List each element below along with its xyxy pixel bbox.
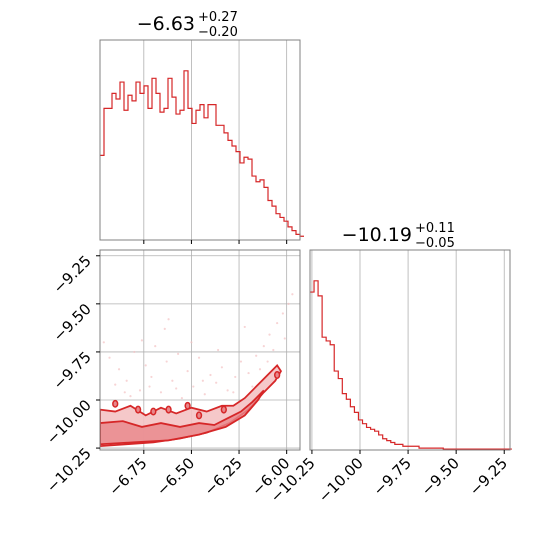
scatter-point (203, 393, 206, 396)
scatter-point (125, 379, 128, 382)
joint-islands (112, 371, 281, 420)
scatter-point (215, 381, 218, 384)
x-tick-label: −9.25 (466, 454, 511, 499)
y-tick-label: −9.75 (50, 348, 95, 393)
x-tick-label: −9.50 (418, 454, 463, 499)
scatter-point (220, 366, 224, 369)
scatter-point (123, 391, 126, 394)
joint-frame (99, 249, 301, 451)
scatter-point (255, 354, 258, 357)
scatter-point (291, 293, 294, 296)
scatter-point (150, 375, 153, 379)
joint-contours (100, 363, 283, 448)
hist-right-panel: −10.25−10.00 −9.75 −9.50 −9.25 −10.19 +0.11… (267, 221, 512, 506)
scatter-point (114, 383, 117, 386)
contour-island (165, 405, 172, 414)
y-tick-label: −10.25 (43, 444, 95, 496)
scatter-point (283, 337, 286, 340)
scatter-point (268, 333, 271, 336)
joint-scatter (102, 293, 294, 400)
hist-top-grid (143, 40, 288, 240)
scatter-point (180, 396, 184, 400)
scatter-point (251, 385, 254, 388)
scatter-point (216, 348, 220, 352)
scatter-point (190, 341, 193, 344)
contour-island (220, 405, 227, 414)
x-tick-label: −6.50 (153, 454, 198, 499)
hist-right-frame (309, 249, 511, 451)
scatter-point (243, 325, 246, 329)
joint-yticks: −9.25−9.50−9.75−10.00−10.25 (43, 252, 100, 496)
x-tick-label: −6.25 (201, 454, 246, 499)
hist-right-title-lower: −0.05 (415, 236, 455, 251)
hist-right-series (310, 280, 512, 450)
hist-right-title: −10.19 (342, 224, 412, 246)
hist-top-xticks (143, 240, 288, 244)
scatter-point (159, 391, 163, 394)
hist-top-title-upper: +0.27 (198, 10, 238, 25)
scatter-point (197, 356, 201, 359)
scatter-point (226, 389, 229, 392)
scatter-point (148, 385, 151, 388)
x-tick-label: −9.75 (370, 454, 415, 499)
contour-island (195, 411, 203, 420)
y-tick-label: −9.25 (50, 252, 95, 297)
joint-content (100, 293, 294, 448)
y-tick-label: −10.00 (43, 396, 95, 448)
scatter-point (287, 302, 290, 305)
scatter-point (281, 312, 284, 315)
scatter-point (209, 373, 212, 377)
scatter-point (138, 389, 142, 392)
contour-island (112, 399, 119, 408)
hist-top-panel: −6.63 +0.27 −0.20 (99, 10, 304, 244)
contour-island (150, 407, 157, 416)
scatter-point (165, 360, 168, 363)
y-tick-label: −9.50 (50, 300, 95, 345)
scatter-point (272, 348, 275, 352)
scatter-point (176, 352, 180, 355)
joint-panel: −6.75 −6.50 −6.25 −6.00 −9.25−9.50−9.75−10.… (43, 249, 301, 499)
scatter-point (186, 370, 189, 373)
hist-top-title: −6.63 (137, 13, 195, 35)
scatter-point (201, 379, 204, 382)
scatter-point (144, 364, 147, 367)
hist-top-series (100, 70, 304, 237)
scatter-point (163, 327, 166, 330)
scatter-point (258, 368, 262, 371)
scatter-point (262, 345, 265, 348)
scatter-point (108, 356, 111, 359)
scatter-point (167, 318, 170, 321)
hist-top-title-lower: −0.20 (198, 25, 238, 40)
scatter-point (192, 385, 195, 388)
joint-xticks: −6.75 −6.50 −6.25 −6.00 (105, 450, 293, 499)
contour-island (184, 401, 191, 410)
scatter-point (266, 360, 269, 363)
hist-right-grid (311, 250, 505, 450)
x-tick-label: −10.00 (315, 454, 367, 506)
scatter-point (247, 371, 250, 375)
scatter-point (102, 341, 105, 344)
contour-inner (100, 389, 265, 446)
scatter-point (133, 350, 136, 354)
scatter-point (239, 360, 243, 363)
scatter-point (117, 368, 121, 371)
hist-right-xticks: −10.25−10.00 −9.75 −9.50 −9.25 (267, 450, 511, 506)
scatter-point (276, 321, 279, 325)
hist-top-frame (99, 39, 301, 241)
hist-right-title-upper: +0.11 (415, 221, 455, 236)
scatter-point (171, 379, 174, 382)
scatter-point (154, 345, 157, 348)
x-tick-label: −6.75 (105, 454, 150, 499)
scatter-point (234, 375, 237, 379)
contour-island (273, 371, 281, 379)
scatter-point (129, 395, 132, 398)
scatter-point (175, 387, 178, 390)
scatter-point (140, 339, 144, 342)
scatter-point (232, 391, 235, 394)
contour-island (134, 405, 142, 414)
